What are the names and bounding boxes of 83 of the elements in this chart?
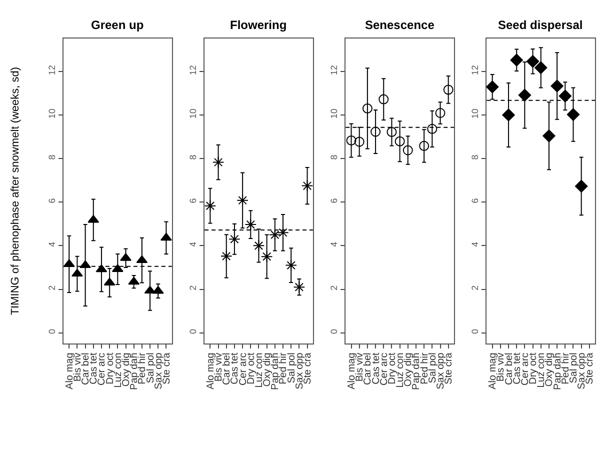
point	[128, 276, 140, 285]
point	[88, 214, 100, 223]
point	[220, 250, 232, 262]
y-tick-label: 4	[46, 242, 57, 247]
point	[236, 194, 248, 206]
chart-title: Senescence	[365, 18, 435, 32]
point	[566, 108, 580, 121]
point	[354, 136, 364, 147]
point	[144, 286, 156, 294]
y-tick-label: 10	[470, 108, 480, 119]
y-tick-label: 6	[46, 198, 57, 204]
y-tick-label: 4	[329, 242, 340, 247]
point	[419, 140, 430, 151]
point	[427, 124, 438, 134]
point	[435, 108, 446, 118]
y-tick-label: 10	[188, 108, 198, 119]
point	[534, 61, 548, 74]
x-tick-label: Dry oct	[246, 352, 257, 384]
y-tick-label: 8	[188, 154, 198, 160]
y-tick-label: 12	[46, 65, 57, 76]
chart-title: Seed dispersal	[498, 18, 583, 32]
point	[80, 260, 91, 268]
point	[152, 286, 164, 294]
y-tick-label: 0	[470, 328, 480, 334]
y-tick-label: 2	[188, 285, 198, 290]
y-tick-label: 6	[188, 198, 198, 204]
y-tick-label: 8	[329, 154, 340, 160]
x-tick-label: Dry oct	[104, 352, 116, 384]
point	[518, 88, 532, 102]
point	[285, 259, 297, 272]
point	[510, 54, 523, 66]
point	[301, 180, 314, 192]
point	[542, 130, 556, 142]
point	[96, 264, 108, 272]
y-tick-label: 12	[188, 65, 198, 76]
point	[502, 108, 515, 122]
point	[386, 126, 397, 137]
y-tick-label: 6	[329, 198, 340, 204]
y-tick-label: 8	[470, 154, 480, 160]
x-tick-label: Dry oct	[528, 352, 540, 384]
point	[526, 55, 540, 68]
y-tick-label: 2	[46, 285, 57, 290]
y-tick-label: 2	[329, 285, 340, 290]
y-tick-label: 0	[46, 328, 57, 334]
point	[574, 180, 588, 193]
point	[72, 268, 83, 277]
y-tick-label: 2	[470, 285, 480, 290]
x-tick-label: Dry oct	[386, 352, 398, 384]
point	[136, 255, 148, 264]
y-tick-label: 0	[329, 328, 340, 334]
x-tick-label: Sal pol	[568, 352, 580, 384]
point	[486, 80, 499, 94]
y-tick-label: 4	[188, 242, 198, 247]
point	[558, 90, 572, 102]
x-tick-label: Sal pol	[427, 352, 438, 384]
chart-title: Flowering	[230, 18, 287, 32]
point	[370, 126, 381, 137]
point	[550, 80, 564, 92]
point	[204, 200, 216, 212]
point	[443, 84, 454, 95]
point	[160, 232, 172, 241]
y-tick-label: 12	[470, 65, 480, 76]
point	[228, 233, 240, 246]
point	[362, 103, 372, 114]
point	[346, 135, 356, 146]
point	[212, 156, 224, 168]
point	[252, 240, 265, 252]
y-tick-label: 10	[329, 108, 340, 119]
x-tick-label: Sal pol	[145, 352, 156, 384]
point	[269, 228, 281, 241]
y-tick-label: 10	[46, 108, 57, 119]
y-tick-label: 8	[46, 154, 57, 160]
point	[394, 136, 405, 146]
y-axis-title: TIMING of phenophase after snowmelt (weeks, sd)	[10, 66, 22, 316]
chart-title: Green up	[91, 18, 144, 32]
point	[293, 281, 306, 293]
y-tick-label: 12	[329, 65, 340, 76]
y-tick-label: 6	[470, 198, 480, 204]
y-tick-label: 4	[470, 242, 480, 247]
y-tick-label: 0	[188, 328, 198, 334]
point	[402, 145, 413, 156]
point	[378, 94, 389, 104]
x-tick-label: Sal pol	[286, 352, 298, 384]
